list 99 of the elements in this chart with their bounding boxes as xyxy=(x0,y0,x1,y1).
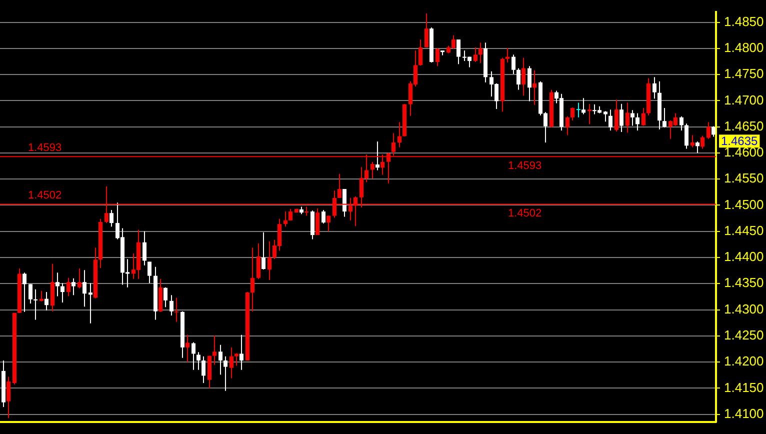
candlestick xyxy=(342,188,346,218)
candlestick xyxy=(72,278,76,296)
candlestick xyxy=(240,334,244,370)
candlestick xyxy=(56,272,60,297)
y-tick-label: 1.4200 xyxy=(724,354,764,369)
candlestick xyxy=(620,103,624,133)
candlestick xyxy=(522,57,526,96)
candlestick xyxy=(376,140,380,171)
candlestick xyxy=(284,211,288,228)
candlestick xyxy=(700,135,704,150)
text: 1.4593 xyxy=(508,160,542,172)
candlestick xyxy=(424,12,428,48)
candlestick xyxy=(532,70,536,106)
candlestick xyxy=(636,112,640,131)
y-tick-label: 1.4650 xyxy=(724,118,764,134)
candlestick xyxy=(186,334,190,363)
candlestick xyxy=(338,173,342,198)
candlestick xyxy=(696,140,700,154)
candlestick xyxy=(256,242,260,280)
candlestick xyxy=(570,106,574,122)
candlestick xyxy=(614,99,618,132)
candlestick xyxy=(230,346,234,379)
candlestick xyxy=(224,356,228,392)
text: 1.4635 xyxy=(721,134,758,148)
candlestick xyxy=(630,110,634,126)
candlestick xyxy=(576,102,580,118)
candlestick xyxy=(370,161,374,180)
candlestick xyxy=(50,263,54,312)
y-tick-label: 1.4750 xyxy=(724,66,764,82)
candlestick xyxy=(662,107,666,128)
text: 1.4502 xyxy=(508,208,542,220)
candlestick xyxy=(690,134,694,148)
y-tick-label: 1.4100 xyxy=(724,406,764,421)
y-tick-label: 1.4400 xyxy=(724,249,764,264)
candlestick xyxy=(652,76,656,100)
y-tick-label: 1.4250 xyxy=(724,328,764,343)
candlestick xyxy=(88,282,92,324)
candlestick xyxy=(608,109,612,131)
candlestick xyxy=(506,47,510,64)
candlestick xyxy=(684,123,688,150)
candlestick xyxy=(202,356,206,384)
candlestick xyxy=(316,208,320,236)
candlestick xyxy=(398,122,402,148)
candlestick xyxy=(110,209,114,228)
candlestick xyxy=(582,98,586,115)
y-tick-label: 1.4800 xyxy=(724,40,764,55)
y-tick-label: 1.4550 xyxy=(724,170,764,186)
candlestick xyxy=(218,344,222,376)
candlestick xyxy=(604,110,608,122)
candlestick xyxy=(528,66,532,102)
y-tick-label: 1.4450 xyxy=(724,222,764,238)
candlestick xyxy=(512,54,516,75)
candlestick xyxy=(66,277,70,297)
candlestick xyxy=(626,102,630,134)
candlestick xyxy=(148,261,152,284)
y-tick-label: 1.4300 xyxy=(724,301,764,316)
candlestick xyxy=(268,240,272,280)
candlestick xyxy=(712,126,716,138)
y-tick-label: 1.4350 xyxy=(724,275,764,290)
candlestick xyxy=(174,297,178,322)
candlestick xyxy=(474,46,478,62)
candlestick xyxy=(22,272,26,312)
candlestick xyxy=(40,290,44,302)
candlestick xyxy=(310,210,314,240)
candlestick xyxy=(212,334,216,366)
candlestick xyxy=(288,208,292,221)
candlestick xyxy=(516,68,520,90)
candlestick xyxy=(436,47,440,67)
candlestick xyxy=(170,294,174,316)
y-tick-label: 1.4150 xyxy=(724,380,764,395)
candlestick xyxy=(34,288,38,320)
candlestick xyxy=(642,107,646,126)
ref-line-label: 1.4593 xyxy=(28,142,62,154)
candlestick xyxy=(60,282,64,303)
candlestick xyxy=(680,116,684,131)
candlestick xyxy=(250,247,254,312)
candlestick xyxy=(706,122,710,140)
candlestick xyxy=(192,342,196,370)
y-tick-label: 1.4850 xyxy=(724,14,764,29)
candlestick xyxy=(234,352,238,366)
candlestick xyxy=(478,42,482,64)
y-tick-label: 1.4500 xyxy=(724,196,764,212)
candlestick xyxy=(322,209,326,224)
candlestick xyxy=(588,103,592,125)
candlestick xyxy=(456,39,460,65)
candlestick xyxy=(262,232,266,270)
candlestick xyxy=(142,230,146,266)
candlestick xyxy=(326,215,330,232)
candlestick xyxy=(566,116,570,136)
candlestick xyxy=(196,352,200,370)
y-tick-label: 1.4700 xyxy=(724,92,764,108)
candlestick xyxy=(78,268,82,289)
candlestick xyxy=(418,39,422,66)
ref-line-label: 1.4502 xyxy=(28,190,62,202)
candlestick xyxy=(28,284,32,304)
candlestick xyxy=(6,376,10,419)
candlestick xyxy=(44,292,48,311)
candlestick xyxy=(82,270,86,308)
candlestick xyxy=(164,286,168,308)
